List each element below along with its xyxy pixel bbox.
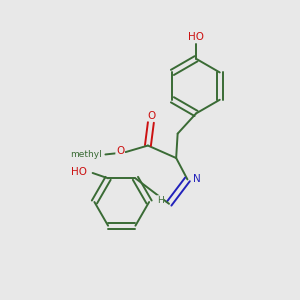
Text: methyl: methyl (70, 150, 102, 159)
Text: HO: HO (71, 167, 87, 177)
Text: H: H (157, 196, 164, 205)
Text: O: O (116, 146, 124, 156)
Text: HO: HO (188, 32, 204, 42)
Text: O: O (147, 111, 156, 121)
Text: N: N (193, 174, 200, 184)
